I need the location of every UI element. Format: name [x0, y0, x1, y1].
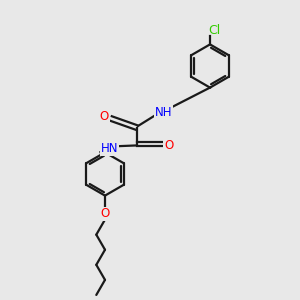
- Text: O: O: [164, 139, 173, 152]
- Text: O: O: [100, 110, 109, 124]
- Text: O: O: [100, 207, 109, 220]
- Text: NH: NH: [155, 106, 172, 119]
- Text: HN: HN: [101, 142, 118, 155]
- Text: Cl: Cl: [208, 24, 220, 38]
